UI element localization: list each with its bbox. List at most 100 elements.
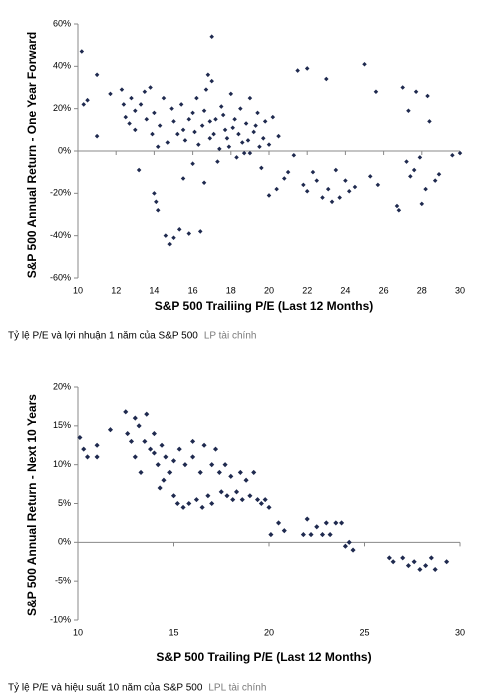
point: [276, 520, 282, 526]
point: [362, 61, 367, 67]
point: [165, 140, 171, 145]
point: [196, 142, 201, 147]
point: [413, 89, 419, 94]
point: [224, 493, 230, 499]
x-tick-label: 24: [340, 285, 350, 295]
point: [121, 102, 127, 107]
x-tick-label: 14: [149, 285, 159, 295]
point: [77, 434, 83, 441]
point: [79, 49, 85, 54]
x-tick-label: 30: [455, 627, 465, 637]
point: [192, 129, 197, 135]
point: [94, 72, 100, 78]
point: [247, 150, 253, 156]
point: [180, 127, 186, 133]
point: [268, 532, 274, 538]
point: [150, 131, 155, 137]
point: [94, 133, 100, 139]
point: [276, 133, 281, 139]
caption: Tỷ lệ P/E và lợi nhuận 1 năm của S&P 500: [8, 330, 198, 342]
point: [128, 438, 135, 444]
point: [148, 446, 154, 452]
point: [178, 102, 184, 107]
point: [170, 458, 177, 464]
point: [373, 89, 379, 94]
point: [175, 131, 180, 137]
y-tick-label: 5%: [58, 498, 71, 508]
point: [218, 489, 224, 495]
y-tick-label: 40%: [53, 61, 71, 71]
point: [423, 563, 429, 569]
point: [157, 123, 163, 128]
x-tick-label: 26: [379, 285, 389, 295]
x-tick-label: 28: [417, 285, 427, 295]
y-axis-title: S&P 500 Annual Return - One Year Forward: [25, 32, 39, 279]
point: [319, 532, 326, 538]
point: [133, 127, 138, 133]
point: [419, 201, 425, 207]
point: [176, 446, 182, 452]
point: [209, 78, 214, 84]
point: [295, 68, 300, 73]
point: [123, 409, 129, 415]
point: [259, 165, 264, 171]
point: [425, 93, 430, 99]
point: [228, 473, 234, 479]
point: [243, 121, 249, 126]
point: [337, 195, 342, 200]
point: [119, 87, 125, 92]
point: [394, 203, 400, 209]
point: [329, 199, 335, 205]
point: [450, 152, 455, 158]
point: [239, 140, 245, 145]
point: [324, 76, 329, 82]
point: [352, 184, 358, 190]
x-tick-label: 12: [111, 285, 121, 295]
x-tick-label: 18: [226, 285, 236, 295]
point: [81, 446, 87, 452]
point: [190, 161, 195, 166]
point: [304, 516, 310, 522]
point: [262, 497, 268, 503]
point: [222, 127, 228, 133]
point: [243, 477, 249, 483]
point: [346, 188, 352, 194]
point: [132, 454, 138, 460]
point: [180, 504, 186, 510]
point: [339, 520, 345, 526]
point: [226, 144, 232, 150]
point: [230, 497, 236, 503]
point: [304, 66, 310, 71]
point: [142, 89, 148, 94]
point: [94, 442, 100, 448]
point: [325, 186, 331, 192]
point: [163, 233, 169, 238]
point: [320, 195, 325, 200]
point: [262, 119, 268, 124]
point: [222, 462, 228, 468]
point: [406, 108, 411, 114]
point: [85, 97, 90, 103]
point: [207, 136, 213, 141]
y-tick-label: -10%: [50, 614, 71, 624]
point: [136, 167, 142, 173]
point: [254, 497, 261, 503]
point: [108, 91, 113, 97]
y-tick-label: 0%: [58, 145, 71, 155]
point: [261, 136, 266, 141]
y-tick-label: 20%: [53, 103, 71, 113]
x-axis-title: S&P 500 Trailing P/E (Last 12 Months): [156, 650, 371, 664]
point: [234, 155, 239, 160]
point: [133, 108, 138, 114]
point: [201, 442, 207, 448]
point: [304, 188, 310, 194]
point: [186, 231, 192, 236]
point: [333, 167, 339, 173]
point: [428, 555, 434, 561]
point: [257, 144, 262, 150]
point: [125, 431, 131, 437]
point: [155, 208, 161, 213]
point: [151, 450, 157, 456]
point: [167, 469, 173, 475]
